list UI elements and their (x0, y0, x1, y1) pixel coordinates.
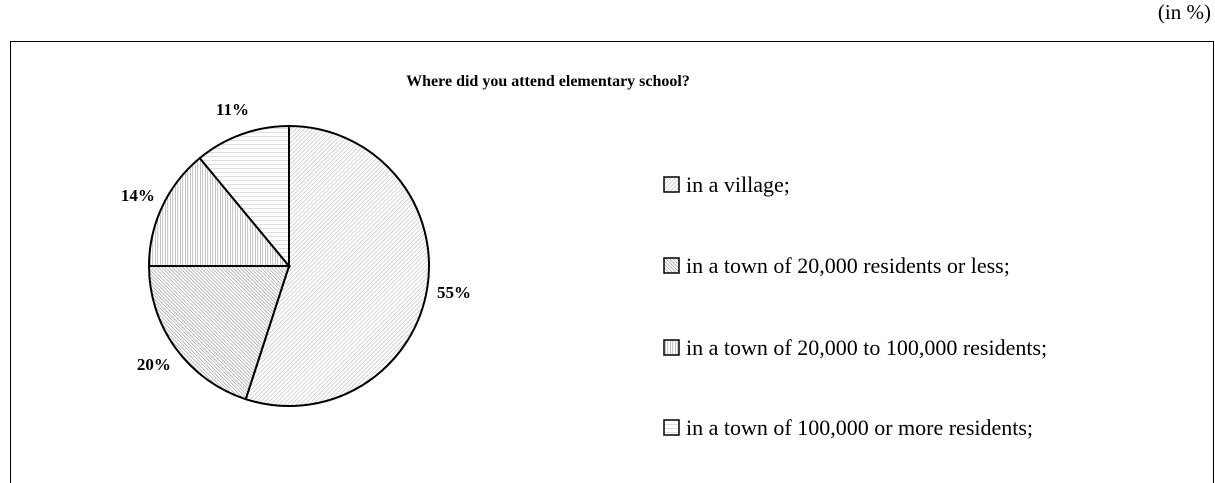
legend-label: in a village; (686, 172, 790, 197)
legend-label: in a town of 100,000 or more residents; (686, 415, 1034, 440)
legend-swatch (663, 257, 680, 274)
legend-label: in a town of 20,000 to 100,000 residents… (686, 335, 1048, 360)
chart-title: Where did you attend elementary school? (406, 73, 690, 90)
legend-label: in a town of 20,000 residents or less; (686, 253, 1010, 278)
pie-slice (147, 265, 291, 401)
value-label: 14% (121, 186, 155, 205)
value-label: 11% (216, 100, 249, 119)
frame (10, 41, 1214, 483)
legend-swatch (663, 419, 680, 436)
value-label: 55% (437, 283, 471, 302)
value-label: 20% (137, 355, 171, 374)
pie-slice (198, 124, 290, 269)
pie-slice (244, 124, 430, 407)
legend-swatch (663, 339, 680, 356)
pie-slice (147, 156, 292, 267)
legend-swatch (663, 176, 680, 193)
unit-note: (in %) (1157, 0, 1211, 24)
